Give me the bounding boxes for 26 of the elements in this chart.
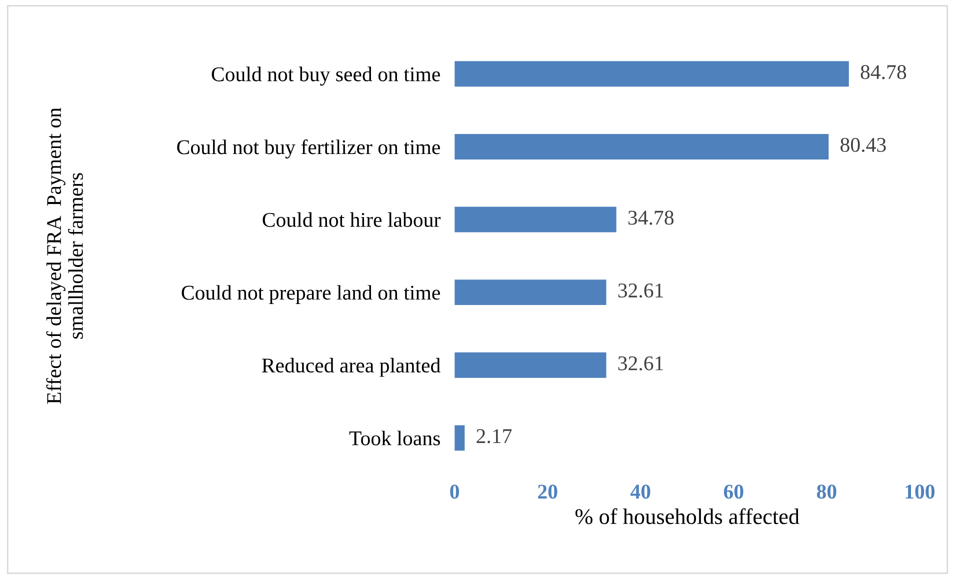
x-tick-label: 80 — [816, 484, 836, 499]
y-axis-title: Effect of delayed FRA Payment on smallholder farmers — [46, 108, 83, 404]
y-tick-label: Reduced area planted — [262, 358, 440, 377]
bar — [454, 134, 829, 160]
y-tick-label: Could not buy seed on time — [212, 66, 440, 86]
y-tick-label: Took loans — [349, 430, 440, 446]
data-label: 80.43 — [840, 138, 886, 152]
bar — [454, 425, 465, 451]
x-axis-title: % of households affected — [575, 508, 800, 524]
y-tick-label: Could not buy fertilizer on time — [177, 139, 440, 159]
data-label: 84.78 — [860, 65, 906, 80]
x-tick-label: 20 — [538, 484, 558, 499]
y-tick-label: Could not prepare land on time — [182, 285, 440, 304]
bar — [454, 352, 606, 378]
x-tick-label: 0 — [450, 484, 459, 499]
data-label: 2.17 — [476, 429, 512, 444]
bar — [454, 280, 606, 306]
data-label: 32.61 — [618, 356, 663, 370]
bar — [454, 206, 616, 232]
data-label: 34.78 — [628, 210, 674, 225]
data-label: 32.61 — [618, 284, 663, 298]
y-tick-label: Could not hire labour — [262, 212, 441, 227]
x-tick-label: 60 — [724, 484, 744, 499]
x-tick-label: 100 — [906, 484, 934, 499]
x-tick-label: 40 — [630, 484, 650, 499]
bar — [454, 61, 849, 87]
